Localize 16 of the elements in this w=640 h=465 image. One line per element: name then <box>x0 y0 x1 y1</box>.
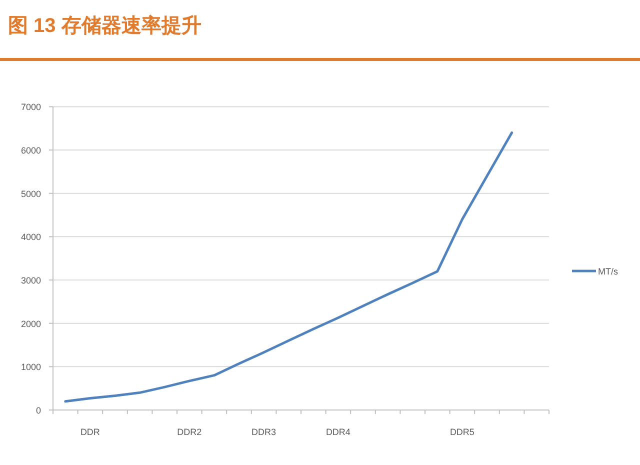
x-tick-label: DDR <box>80 427 100 437</box>
y-tick-label: 0 <box>36 406 41 416</box>
x-tick-label: DDR3 <box>252 427 276 437</box>
y-tick-label: 3000 <box>20 276 41 286</box>
line-series <box>64 131 514 403</box>
legend-label: MT/s <box>598 266 618 276</box>
y-tick-label: 5000 <box>20 188 41 199</box>
x-tick-label: DDR4 <box>326 427 350 437</box>
x-tick-label: DDR2 <box>177 427 202 437</box>
y-tick-label: 2000 <box>20 318 41 329</box>
x-tick-label: DDR5 <box>450 427 474 437</box>
chart-title: 图 13 存储器速率提升 <box>8 14 202 37</box>
y-tick-label: 7000 <box>20 102 41 112</box>
y-tick-label: 1000 <box>20 362 41 372</box>
y-tick-label: 6000 <box>20 146 41 156</box>
y-tick-label: 4000 <box>20 232 41 242</box>
